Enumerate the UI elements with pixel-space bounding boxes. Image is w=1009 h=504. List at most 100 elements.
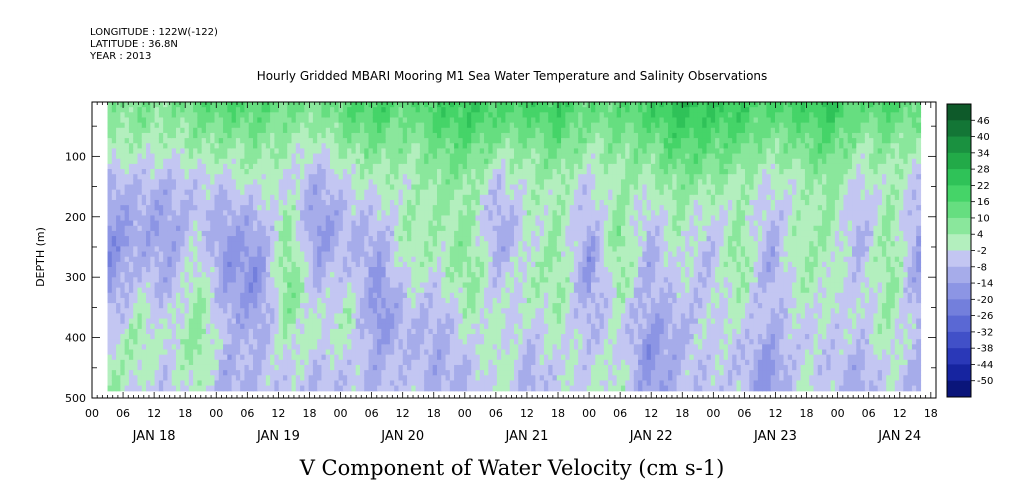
velocity-cell [133,364,139,371]
velocity-cell [484,375,489,382]
velocity-cell [312,323,318,330]
velocity-cell [265,148,271,155]
velocity-cell [227,225,233,232]
velocity-cell [432,143,438,150]
velocity-cell [368,163,374,170]
velocity-cell [389,230,395,237]
velocity-cell [415,230,421,237]
velocity-cell [201,225,207,232]
velocity-cell [462,380,468,387]
velocity-cell [351,230,357,237]
velocity-cell [411,117,417,124]
velocity-cell [193,251,198,258]
velocity-cell [325,138,331,144]
velocity-cell [231,323,237,330]
velocity-cell [334,354,340,361]
velocity-cell [372,241,378,247]
velocity-cell [334,385,340,392]
velocity-cell [364,364,370,371]
velocity-cell [462,277,468,284]
velocity-cell [368,339,374,345]
velocity-cell [466,308,472,315]
velocity-cell [402,277,408,284]
velocity-cell [428,318,434,325]
velocity-cell [402,215,408,222]
velocity-cell [475,328,481,335]
velocity-cell [291,359,297,366]
velocity-cell [342,334,348,340]
velocity-cell [462,303,468,309]
velocity-cell [295,179,301,186]
velocity-cell [124,380,130,387]
velocity-cell [338,236,344,242]
velocity-cell [184,225,190,232]
velocity-cell [137,370,143,376]
velocity-cell [278,241,284,247]
velocity-cell [402,138,408,144]
velocity-cell [158,127,164,134]
velocity-cell [479,359,485,366]
velocity-cell [116,158,121,165]
velocity-cell [300,323,305,330]
velocity-cell [248,370,254,376]
velocity-cell [441,158,447,165]
velocity-cell [218,194,224,201]
velocity-cell [308,364,314,371]
velocity-cell [137,169,143,175]
velocity-cell [184,339,190,345]
velocity-cell [253,225,258,232]
velocity-cell [287,339,293,345]
velocity-cell [338,153,344,160]
velocity-cell [261,163,267,170]
velocity-cell [188,282,194,289]
velocity-cell [274,210,280,217]
velocity-cell [184,210,190,217]
velocity-cell [111,359,117,366]
velocity-cell [253,205,258,211]
velocity-cell [355,236,361,242]
velocity-cell [133,251,139,258]
velocity-cell [389,287,395,294]
velocity-cell [150,292,156,299]
velocity-cell [175,318,181,325]
velocity-cell [334,241,340,247]
velocity-cell [141,153,147,160]
velocity-cell [479,241,485,247]
velocity-cell [479,328,485,335]
velocity-cell [124,303,130,309]
velocity-cell [458,246,464,253]
velocity-cell [351,297,357,304]
velocity-cell [398,153,404,160]
velocity-cell [342,349,348,356]
velocity-cell [261,349,267,356]
velocity-cell [355,220,361,227]
velocity-cell [407,107,412,113]
velocity-cell [180,297,186,304]
velocity-cell [240,241,246,247]
velocity-cell [175,313,181,320]
velocity-cell [205,375,211,382]
velocity-cell [355,179,361,186]
velocity-cell [432,189,438,196]
velocity-cell [197,308,203,315]
velocity-cell [368,112,374,119]
velocity-cell [124,308,130,315]
velocity-cell [479,272,485,278]
velocity-cell [377,364,382,371]
velocity-cell [120,339,126,345]
velocity-cell [475,127,481,134]
velocity-cell [257,261,263,268]
velocity-cell [227,313,233,320]
velocity-cell [175,148,181,155]
velocity-cell [372,205,378,211]
velocity-cell [244,364,250,371]
velocity-cell [291,117,297,124]
velocity-cell [278,194,284,201]
velocity-cell [223,205,228,211]
velocity-cell [120,148,126,155]
velocity-cell [146,163,151,170]
velocity-cell [338,163,344,170]
velocity-cell [300,112,305,119]
velocity-cell [381,148,387,155]
velocity-cell [287,194,293,201]
